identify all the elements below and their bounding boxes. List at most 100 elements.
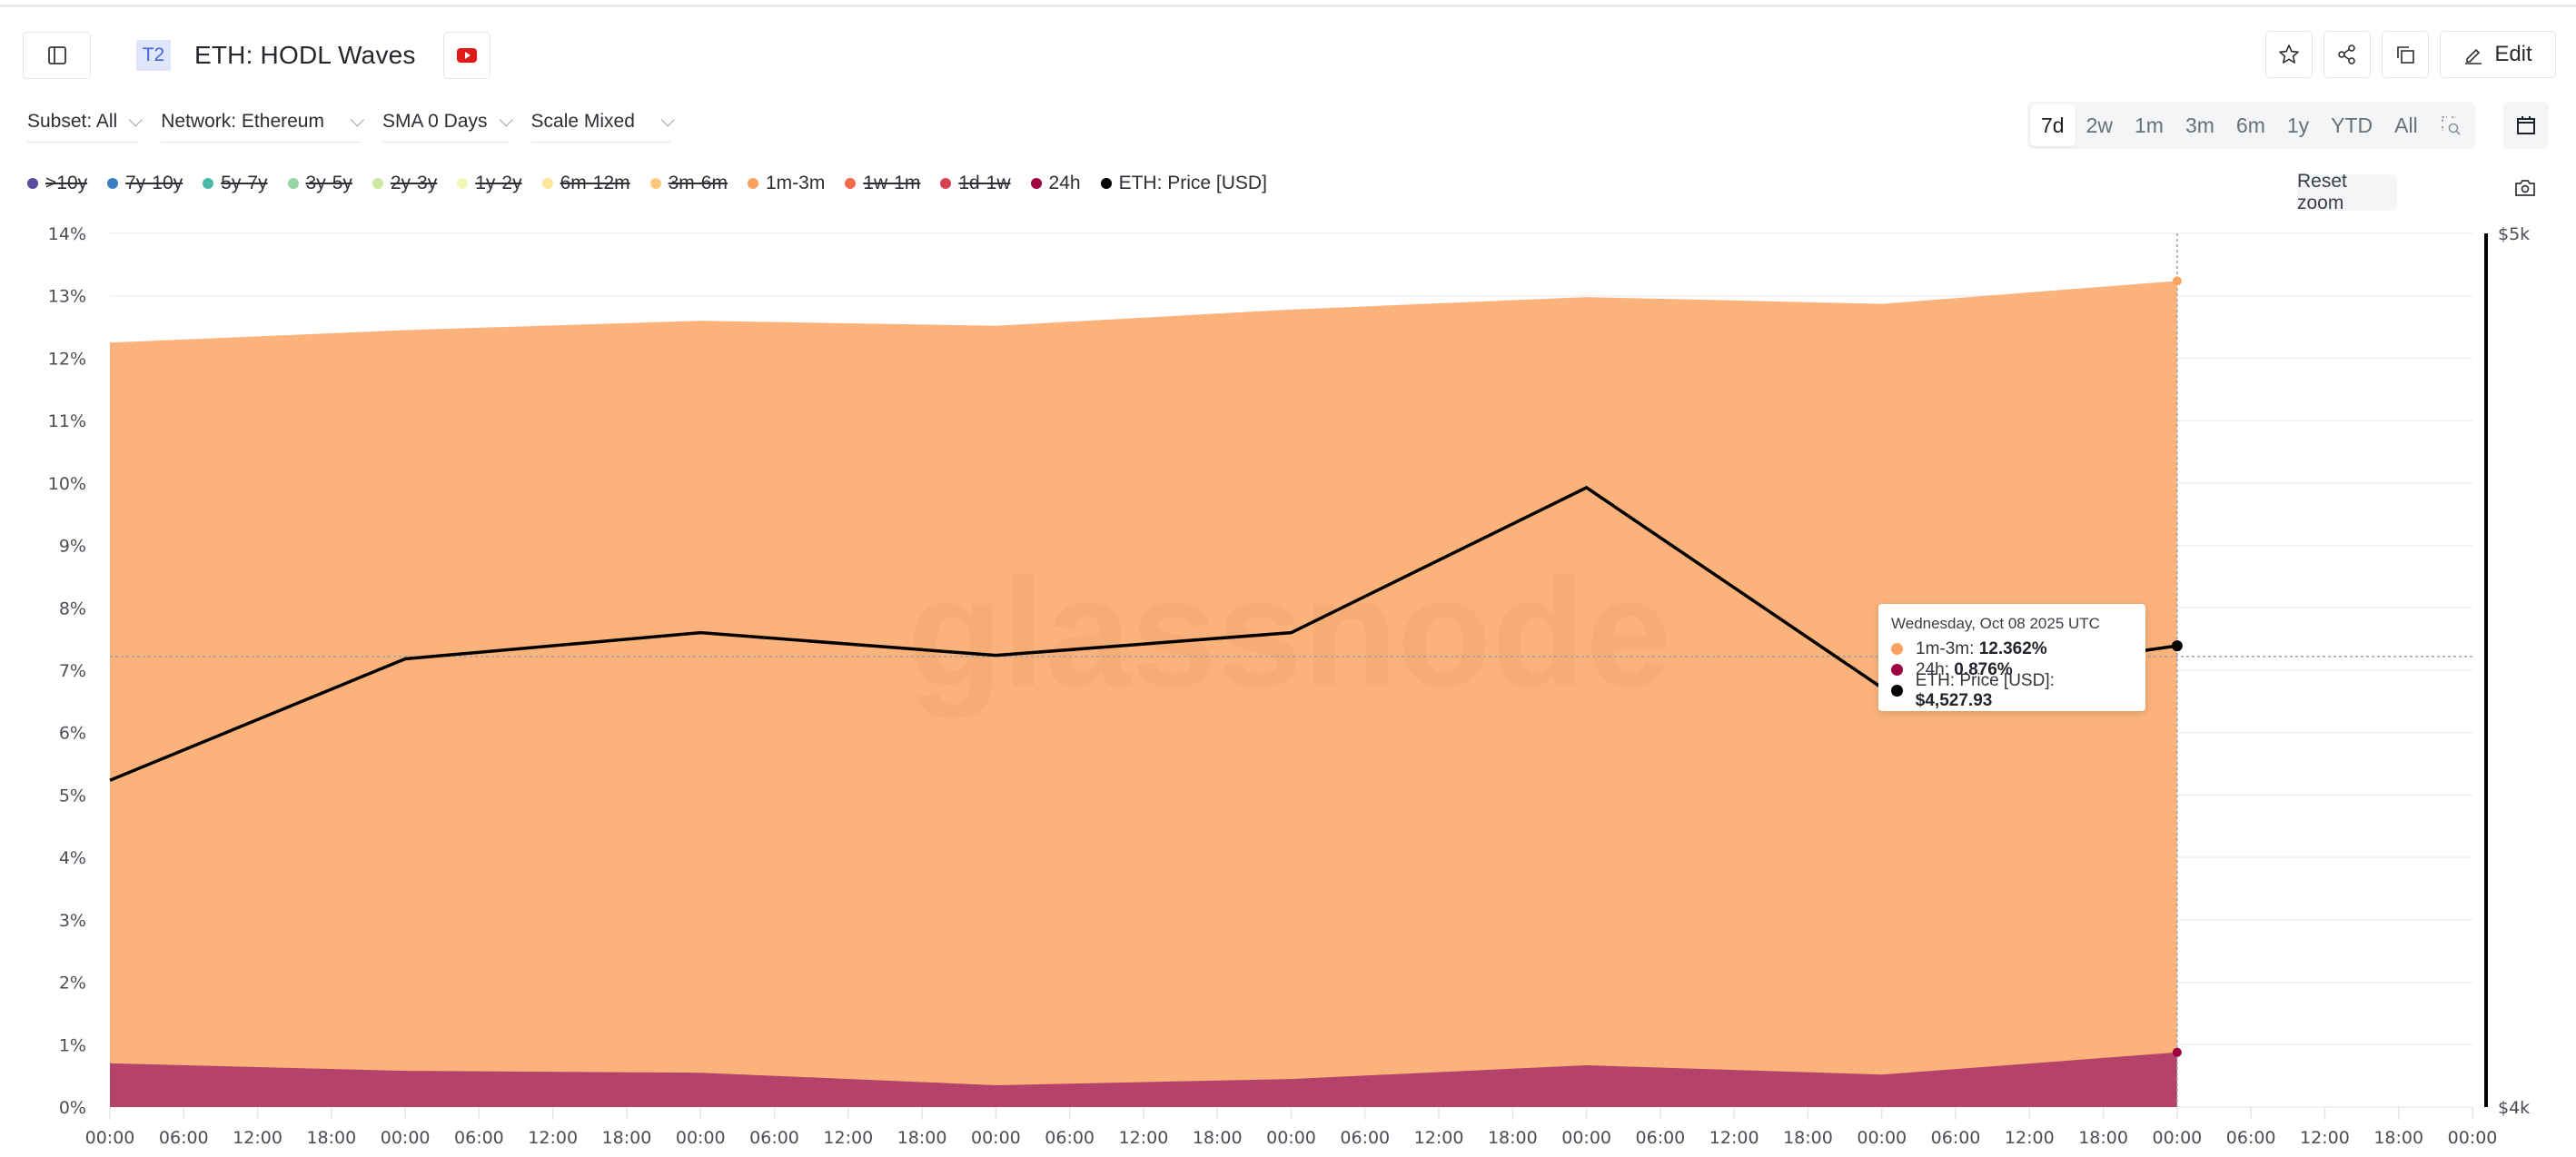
x-tick-label: 06:00	[749, 1128, 799, 1148]
range-3m[interactable]: 3m	[2185, 113, 2214, 137]
zoom-select-icon	[2441, 116, 2461, 135]
y-tick-label: 5%	[59, 786, 86, 806]
range-7d[interactable]: 7d	[2030, 104, 2076, 146]
chevron-down-icon	[499, 112, 513, 126]
series-dot-icon	[1891, 643, 1903, 655]
header-left: T2 ETH: HODL Waves	[23, 31, 490, 80]
y-tick-label: 3%	[59, 911, 86, 931]
legend-dot-icon	[27, 178, 38, 189]
legend-item[interactable]: 3y-5y	[287, 173, 352, 194]
legend-item[interactable]: 1d-1w	[940, 173, 1011, 194]
legend-item[interactable]: 6m-12m	[541, 173, 630, 194]
x-tick-label: 06:00	[1340, 1128, 1390, 1148]
range-6m[interactable]: 6m	[2235, 113, 2265, 137]
legend-dot-icon	[457, 178, 469, 189]
legend-item[interactable]: 7y-10y	[107, 173, 183, 194]
reset-zoom-button[interactable]: Reset zoom	[2297, 171, 2397, 213]
chevron-down-icon	[128, 112, 144, 126]
y-tick-label: 2%	[59, 974, 86, 994]
legend-label: >10y	[45, 173, 88, 193]
legend-item[interactable]: ETH: Price [USD]	[1100, 173, 1267, 194]
legend-item[interactable]: 1m-3m	[747, 173, 825, 194]
x-tick-label: 18:00	[602, 1128, 652, 1148]
range-1m[interactable]: 1m	[2135, 113, 2164, 137]
legend-dot-icon	[747, 178, 758, 189]
legend-item[interactable]: 1y-2y	[457, 173, 522, 194]
tooltip-label: 24h:	[1916, 659, 1955, 679]
y-tick-label: 6%	[59, 724, 86, 744]
x-tick-label: 06:00	[1045, 1128, 1095, 1148]
y-tick-label: 1%	[59, 1035, 86, 1055]
legend-label: 3y-5y	[305, 173, 352, 193]
chart-legend: >10y 7y-10y 5y-7y 3y-5y 2y-3y 1y-2y 6m-12m 3m-6…	[27, 173, 1267, 194]
range-ytd[interactable]: YTD	[2331, 113, 2373, 137]
range-all[interactable]: All	[2394, 113, 2418, 137]
legend-label: 7y-10y	[125, 173, 183, 193]
time-range-selector: 7d 2w 1m 3m 6m 1y YTD All	[2027, 102, 2475, 149]
tooltip-value: 12.362%	[1978, 638, 2047, 658]
tooltip-label: 1m-3m:	[1916, 638, 1979, 658]
y-tick-label: 7%	[59, 661, 86, 681]
edit-button[interactable]: Edit	[2440, 31, 2556, 78]
share-icon	[2338, 44, 2355, 64]
x-tick-label: 18:00	[1783, 1128, 1833, 1148]
range-2w[interactable]: 2w	[2086, 113, 2113, 137]
calendar-button[interactable]	[2503, 102, 2549, 149]
x-tick-label: 12:00	[1414, 1128, 1464, 1148]
legend-dot-icon	[287, 178, 299, 189]
area-1m-3m	[110, 281, 2177, 1107]
scale-label: Scale Mixed	[530, 111, 635, 132]
x-tick-label: 06:00	[159, 1128, 209, 1148]
legend-item[interactable]: 24h	[1030, 173, 1081, 194]
tooltip-row-24h: 24h: 0.876%	[1891, 659, 2133, 680]
legend-item[interactable]: 3m-6m	[649, 173, 728, 194]
tooltip-value: $4,527.93	[1915, 690, 1993, 710]
legend-item[interactable]: >10y	[27, 173, 87, 194]
top-border	[0, 0, 2576, 7]
legend-label: ETH: Price [USD]	[1118, 173, 1267, 193]
legend-dot-icon	[372, 178, 383, 189]
chart-tooltip: Wednesday, Oct 08 2025 UTC 1m-3m: 12.362…	[1878, 604, 2145, 711]
legend-item[interactable]: 2y-3y	[372, 173, 437, 194]
x-tick-label: 06:00	[454, 1128, 504, 1148]
x-tick-label: 12:00	[1709, 1128, 1759, 1148]
network-dropdown[interactable]: Network: Ethereum	[161, 111, 365, 143]
x-tick-label: 00:00	[85, 1128, 135, 1148]
legend-item[interactable]: 5y-7y	[203, 173, 268, 194]
zoom-select-button[interactable]	[2429, 104, 2472, 146]
subset-dropdown[interactable]: Subset: All	[27, 111, 144, 143]
x-tick-label: 12:00	[2005, 1128, 2055, 1148]
tooltip-row-1m-3m: 1m-3m: 12.362%	[1891, 638, 2133, 659]
chevron-down-icon	[350, 112, 365, 126]
camera-icon	[2515, 180, 2535, 196]
toggle-sidebar-button[interactable]	[23, 32, 91, 79]
duplicate-button[interactable]	[2382, 31, 2429, 78]
legend-dot-icon	[845, 178, 857, 189]
tooltip-row-price: ETH: Price [USD]: $4,527.93	[1891, 671, 2133, 710]
screenshot-button[interactable]	[2514, 178, 2536, 203]
x-tick-label: 00:00	[1857, 1128, 1907, 1148]
scale-dropdown[interactable]: Scale Mixed	[530, 111, 676, 143]
y-tick-label: 0%	[59, 1098, 86, 1118]
series-dot-icon	[1891, 685, 1903, 697]
y-tick-label: 11%	[48, 411, 86, 431]
y-tick-label: 12%	[48, 349, 86, 369]
sma-dropdown[interactable]: SMA 0 Days	[381, 111, 513, 143]
tooltip-value: 0.876%	[1954, 659, 2013, 679]
favorite-button[interactable]	[2265, 31, 2313, 78]
youtube-icon	[456, 48, 477, 63]
legend-item[interactable]: 1w-1m	[845, 173, 920, 194]
range-1y[interactable]: 1y	[2286, 113, 2310, 137]
tooltip-label: ETH: Price [USD]:	[1915, 670, 2055, 690]
y-tick-label: 10%	[48, 474, 86, 494]
legend-label: 1y-2y	[475, 173, 522, 193]
share-button[interactable]	[2323, 31, 2371, 78]
x-tick-label: 18:00	[897, 1128, 947, 1148]
x-tick-label: 12:00	[2300, 1128, 2350, 1148]
x-tick-label: 00:00	[676, 1128, 726, 1148]
video-button[interactable]	[442, 32, 490, 79]
y-tick-label: 8%	[59, 598, 86, 618]
hodl-waves-chart[interactable]: 0% 1% 2% 3% 4% 5% 6% 7% 8% 9% 10% 11% 12% 13% 14% 00:00…	[0, 218, 2576, 1157]
marker-price	[2171, 640, 2183, 652]
y-tick-label: 9%	[59, 537, 86, 557]
